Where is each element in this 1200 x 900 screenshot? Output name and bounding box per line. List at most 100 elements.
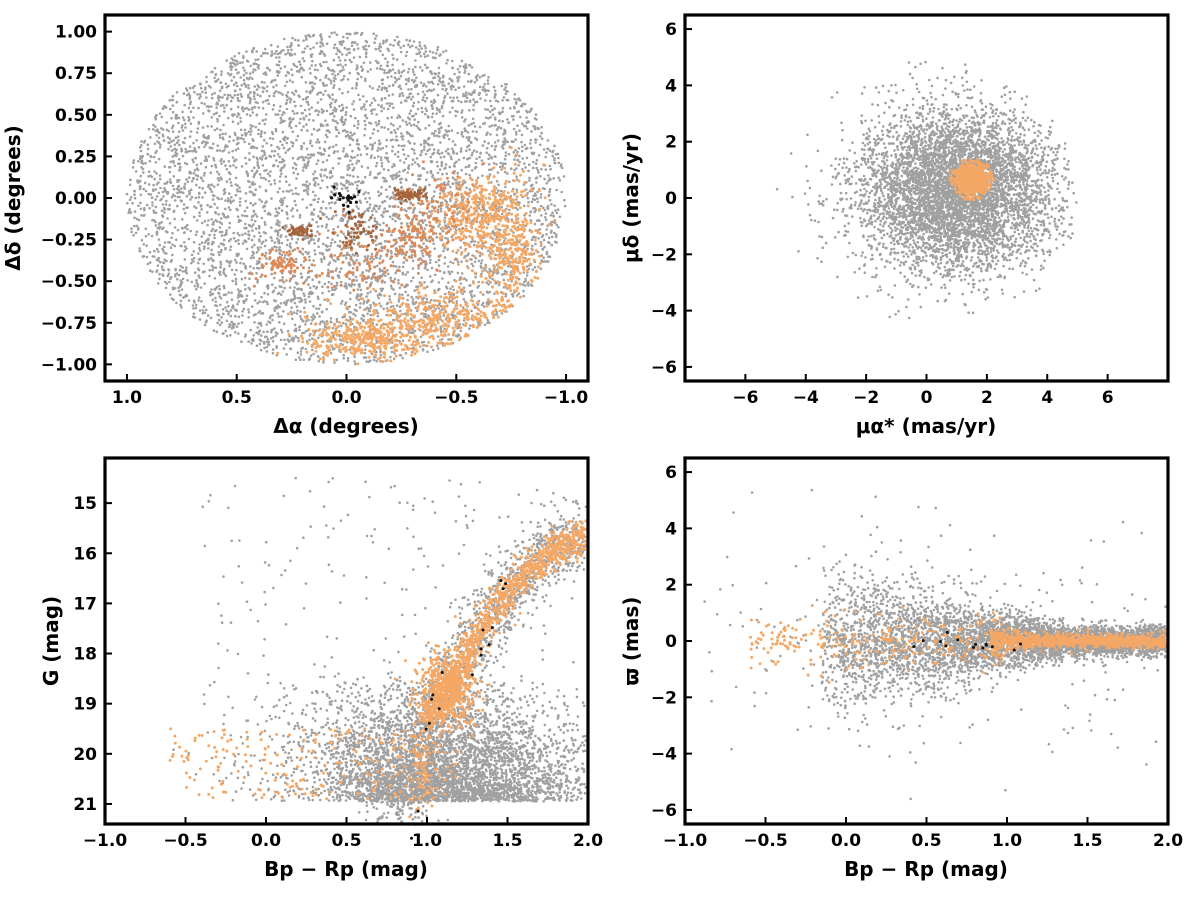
data-point-field — [296, 282, 299, 286]
data-point-field — [553, 231, 556, 235]
data-point-field — [425, 223, 428, 227]
data-point-field — [537, 237, 540, 240]
data-point-field — [319, 45, 322, 48]
data-point-field — [383, 126, 386, 129]
data-point-field — [273, 179, 276, 182]
data-point-field — [401, 356, 404, 360]
data-point-field — [450, 147, 454, 151]
data-point-field — [262, 330, 265, 334]
data-point-field — [347, 262, 351, 265]
data-point-field — [192, 240, 196, 244]
data-point-field — [390, 350, 394, 354]
data-point-field — [257, 132, 260, 136]
data-point-field — [245, 214, 249, 218]
data-point-field — [480, 272, 483, 276]
data-point-field — [169, 293, 172, 296]
data-point-field — [312, 153, 316, 157]
data-point-field — [219, 128, 222, 132]
data-point-field — [468, 327, 471, 331]
data-point-field — [532, 160, 535, 164]
data-point-field — [412, 346, 415, 350]
data-point-field — [379, 353, 383, 357]
data-point-field — [468, 173, 471, 177]
data-point-field — [363, 352, 367, 355]
data-point-field — [504, 151, 508, 154]
data-point-field — [345, 106, 349, 109]
data-point-field — [353, 32, 357, 35]
data-point-field — [229, 208, 232, 212]
data-point-field — [303, 47, 307, 50]
data-point-field — [190, 280, 194, 284]
data-point-field — [241, 314, 244, 317]
data-point-field — [158, 272, 161, 276]
data-point-field — [404, 157, 408, 161]
data-point-field — [255, 271, 258, 275]
data-point-field — [298, 216, 302, 219]
data-point-field — [391, 149, 394, 153]
data-point-field — [266, 287, 270, 290]
data-point-field — [224, 306, 227, 309]
data-point-field — [273, 149, 277, 153]
data-point-field — [441, 87, 444, 91]
data-point-field — [446, 147, 450, 151]
data-point-field — [250, 218, 254, 222]
data-point-field — [475, 220, 479, 224]
data-point-field — [331, 98, 335, 101]
data-point-field — [140, 144, 143, 147]
data-point-field — [296, 172, 300, 176]
data-point-field — [531, 268, 535, 271]
data-point-field — [242, 109, 245, 113]
data-point-field — [450, 99, 454, 103]
data-point-field — [240, 340, 243, 344]
data-point-field — [298, 121, 301, 125]
data-point-field — [366, 70, 370, 73]
data-point-field — [366, 254, 370, 258]
data-point-field — [151, 188, 155, 191]
data-point-field — [271, 339, 275, 343]
data-point-field — [350, 231, 353, 234]
data-point-field — [331, 72, 334, 76]
data-point-field — [398, 330, 402, 334]
data-point-field — [377, 85, 381, 88]
data-point-field — [274, 334, 278, 338]
data-point-field — [171, 94, 175, 98]
data-point-field — [140, 238, 144, 242]
data-point-field — [315, 307, 318, 310]
data-point-field — [232, 231, 235, 235]
data-point-field — [236, 72, 239, 75]
data-point-field — [344, 118, 347, 121]
data-point-field — [254, 58, 257, 62]
data-point-field — [244, 199, 247, 203]
data-point-field — [511, 295, 515, 298]
data-point-field — [439, 207, 443, 210]
data-point-field — [203, 171, 206, 175]
data-point-field — [201, 309, 205, 312]
data-point-field — [423, 139, 426, 142]
data-point-field — [216, 206, 219, 210]
data-point-field — [307, 153, 310, 156]
data-point-field — [400, 91, 404, 95]
data-point-field — [244, 222, 247, 226]
data-point-field — [298, 325, 301, 329]
data-point-field — [265, 350, 269, 353]
data-point-field — [139, 149, 143, 153]
data-point-field — [456, 271, 460, 275]
data-point-field — [308, 255, 311, 259]
data-point-field — [375, 161, 379, 165]
data-point-field — [337, 56, 341, 59]
data-point-field — [470, 66, 474, 69]
data-point-field — [309, 354, 313, 357]
data-point-field — [317, 307, 321, 311]
data-point-field — [461, 135, 465, 138]
data-point-field — [453, 72, 456, 76]
data-point-field — [523, 102, 527, 106]
data-point-field — [190, 253, 194, 257]
data-point-field — [217, 251, 220, 254]
data-point-field — [398, 245, 402, 248]
data-point-field — [300, 317, 303, 321]
data-point-field — [449, 185, 452, 189]
data-point-field — [344, 322, 348, 326]
data-point-field — [488, 290, 492, 294]
data-point-field — [197, 296, 201, 299]
data-point-field — [429, 214, 433, 218]
